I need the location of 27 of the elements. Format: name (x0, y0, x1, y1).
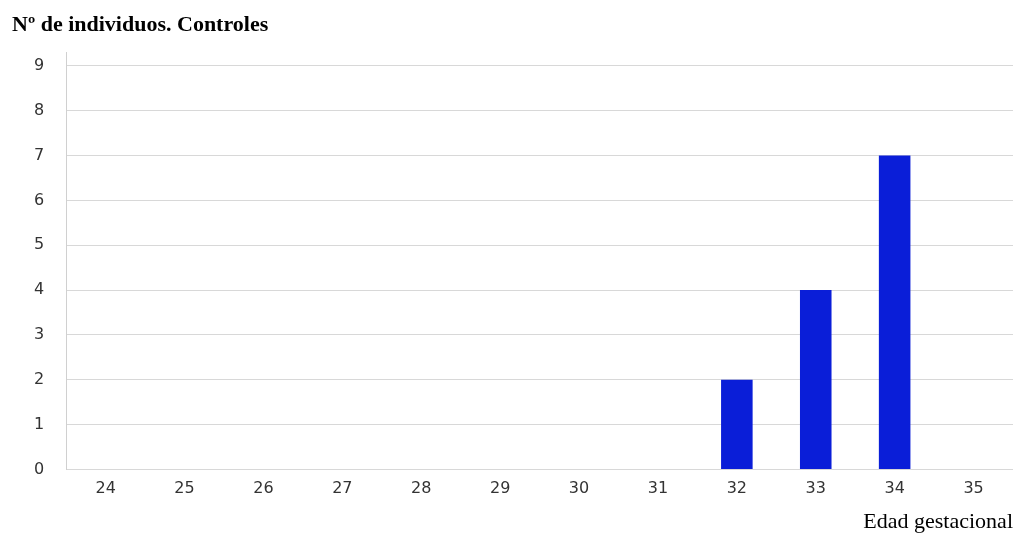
bar (799, 290, 832, 469)
x-tick-label: 32 (726, 478, 748, 498)
x-tick-label: 28 (411, 478, 432, 498)
bar (721, 379, 753, 469)
x-tick-label: 35 (963, 478, 984, 498)
x-tick-label: 29 (489, 478, 511, 498)
y-tick-label: 0 (33, 458, 45, 478)
x-tick-label: 27 (332, 478, 353, 498)
x-tick-label: 30 (568, 478, 590, 498)
y-tick-label: 7 (33, 144, 45, 164)
chart-title: Nº de individuos. Controles (12, 10, 269, 36)
x-tick-label: 25 (174, 478, 195, 498)
bar (878, 155, 911, 469)
y-tick-label: 4 (33, 279, 45, 299)
x-tick-label: 33 (805, 478, 826, 498)
y-tick-label: 6 (33, 189, 45, 209)
y-tick-label: 2 (33, 368, 45, 388)
x-tick-label: 31 (647, 478, 669, 498)
y-tick-label: 5 (33, 234, 45, 254)
x-axis-title: Edad gestacional (863, 507, 1013, 533)
y-tick-label: 9 (33, 55, 45, 75)
y-tick-label: 1 (33, 413, 45, 433)
x-tick-label: 34 (884, 478, 905, 498)
x-tick-label: 26 (253, 478, 274, 498)
y-tick-label: 8 (33, 99, 45, 119)
y-tick-label: 3 (33, 324, 45, 344)
x-tick-label: 24 (95, 478, 116, 498)
